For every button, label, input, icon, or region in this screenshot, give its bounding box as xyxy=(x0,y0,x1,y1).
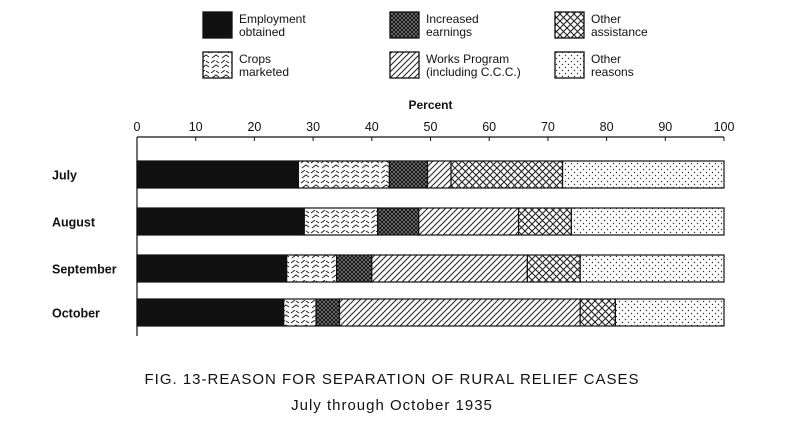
bar-august-crops-marketed xyxy=(303,207,379,236)
legend-label: assistance xyxy=(591,25,648,39)
legend-item-works-program-including-c-c-c: Works Program(including C.C.C.) xyxy=(389,51,521,79)
x-tick-label: 50 xyxy=(424,120,438,134)
category-label-september: September xyxy=(52,263,117,277)
legend-label: marketed xyxy=(239,65,289,79)
bar-august-employment-obtained xyxy=(136,207,305,236)
legend-label: Employment xyxy=(239,12,306,26)
legend-label: Crops xyxy=(239,52,271,66)
x-axis: Percent 0 10 20 30 40 50 60 70 80 90 100 xyxy=(134,98,735,336)
bar-july-increased-earnings xyxy=(388,160,429,189)
bar-august-increased-earnings xyxy=(377,207,420,236)
legend-label: reasons xyxy=(591,65,634,79)
category-label-october: October xyxy=(52,307,100,321)
figure-caption-title: FIG. 13-REASON FOR SEPARATION OF RURAL R… xyxy=(145,371,640,388)
x-tick-label: 0 xyxy=(134,120,141,134)
legend-swatch xyxy=(202,51,233,79)
bar-october-other-assistance xyxy=(579,298,617,327)
bar-august-other-reasons xyxy=(570,207,725,236)
bar-september-crops-marketed xyxy=(286,254,338,283)
caption: FIG. 13-REASON FOR SEPARATION OF RURAL R… xyxy=(145,371,640,414)
legend-label: obtained xyxy=(239,25,285,39)
x-tick-label: 80 xyxy=(600,120,614,134)
bar-september-employment-obtained xyxy=(136,254,288,283)
bar-august-works-program-including-c-c-c xyxy=(418,207,520,236)
legend-swatch xyxy=(389,51,420,79)
bar-august-other-assistance xyxy=(517,207,572,236)
legend-label: Increased xyxy=(426,12,479,26)
x-tick-label: 70 xyxy=(541,120,555,134)
bar-july-works-program-including-c-c-c xyxy=(426,160,452,189)
legend-label: Other xyxy=(591,52,621,66)
legend-swatch xyxy=(554,11,585,39)
legend-swatch xyxy=(202,11,233,39)
bar-october-other-reasons xyxy=(614,298,725,327)
x-tick-label: 30 xyxy=(306,120,320,134)
bar-july-other-reasons xyxy=(561,160,725,189)
bar-october-works-program-including-c-c-c xyxy=(338,298,581,327)
bar-october-crops-marketed xyxy=(283,298,317,327)
bar-october-employment-obtained xyxy=(136,298,285,327)
bar-october-increased-earnings xyxy=(315,298,341,327)
x-tick-label: 100 xyxy=(714,120,735,134)
legend-swatch xyxy=(554,51,585,79)
x-tick-label: 90 xyxy=(658,120,672,134)
figure-caption-subtitle: July through October 1935 xyxy=(291,397,493,414)
x-tick-label: 20 xyxy=(247,120,261,134)
bar-july-other-assistance xyxy=(450,160,564,189)
bar-july-employment-obtained xyxy=(136,160,300,189)
legend-label: earnings xyxy=(426,25,472,39)
bar-september-other-assistance xyxy=(526,254,581,283)
legend-label: Works Program xyxy=(426,52,509,66)
bar-september-increased-earnings xyxy=(335,254,373,283)
bar-september-other-reasons xyxy=(579,254,725,283)
bar-september-works-program-including-c-c-c xyxy=(371,254,528,283)
legend-label: (including C.C.C.) xyxy=(426,65,521,79)
x-tick-label: 60 xyxy=(482,120,496,134)
bars: July August September October xyxy=(52,160,725,327)
legend-swatch xyxy=(389,11,420,39)
category-label-july: July xyxy=(52,169,77,183)
category-label-august: August xyxy=(52,216,96,230)
x-tick-label: 10 xyxy=(189,120,203,134)
x-axis-title: Percent xyxy=(408,98,452,112)
bar-july-crops-marketed xyxy=(297,160,391,189)
legend-label: Other xyxy=(591,12,621,26)
x-tick-label: 40 xyxy=(365,120,379,134)
